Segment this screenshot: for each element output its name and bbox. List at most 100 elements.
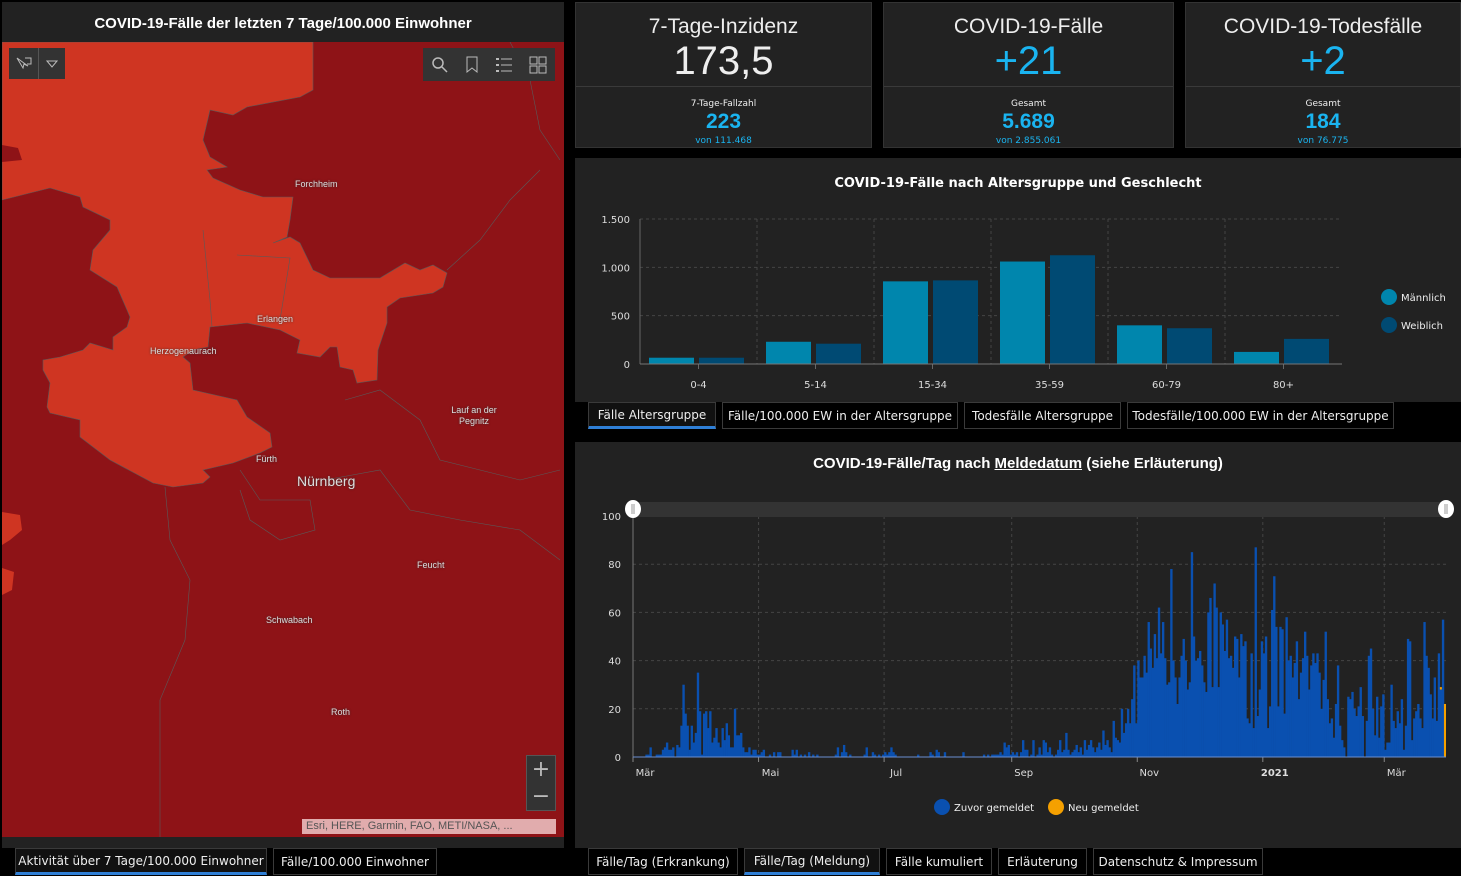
- bar-zuvor-gemeldet: [1100, 749, 1103, 757]
- bar-weiblich-80+: [1284, 338, 1329, 364]
- range-slider-start-handle[interactable]: [625, 500, 641, 518]
- search-icon[interactable]: [431, 56, 449, 74]
- tab-erlaeuterung[interactable]: Erläuterung: [998, 848, 1087, 875]
- bar-weiblich-5-14: [816, 343, 861, 364]
- region-high-incidence: [2, 145, 22, 162]
- bar-zuvor-gemeldet: [877, 754, 881, 757]
- bar-zuvor-gemeldet: [1067, 749, 1070, 757]
- bar-zuvor-gemeldet: [694, 732, 698, 757]
- bar-zuvor-gemeldet: [1077, 752, 1080, 757]
- y-tick-label: 100: [602, 512, 621, 523]
- bar-zuvor-gemeldet: [1417, 703, 1420, 757]
- layer-list-icon[interactable]: [495, 56, 513, 74]
- bar-zuvor-gemeldet: [1174, 677, 1177, 757]
- tab-todesfaelle-100000-altersgruppe[interactable]: Todesfälle/100.000 EW in der Altersgrupp…: [1127, 402, 1394, 429]
- title-text: (siehe Erläuterung): [1082, 455, 1223, 472]
- map-view[interactable]: Forchheim Erlangen Herzogenaurach Lauf a…: [2, 42, 564, 837]
- region-medium-incidence: [2, 42, 448, 488]
- bar-zuvor-gemeldet: [1161, 622, 1165, 757]
- bar-zuvor-gemeldet: [1306, 655, 1309, 757]
- tab-faelle-altersgruppe[interactable]: Fälle Altersgruppe: [588, 402, 716, 429]
- bar-zuvor-gemeldet: [1178, 677, 1181, 757]
- bar-zuvor-gemeldet: [735, 735, 739, 757]
- select-dropdown-button[interactable]: [39, 48, 65, 79]
- meldedatum-link[interactable]: Meldedatum: [994, 455, 1083, 472]
- bar-zuvor-gemeldet: [1382, 694, 1385, 757]
- bar-zuvor-gemeldet: [1441, 619, 1445, 757]
- bar-zuvor-gemeldet: [999, 752, 1002, 757]
- bar-zuvor-gemeldet: [1271, 609, 1274, 757]
- bar-zuvor-gemeldet: [1392, 720, 1395, 757]
- bar-zuvor-gemeldet: [1147, 622, 1150, 757]
- tab-datenschutz[interactable]: Datenschutz & Impressum: [1093, 848, 1263, 875]
- kpi-title: COVID-19-Todesfälle: [1223, 15, 1423, 38]
- zoom-in-button[interactable]: +: [526, 755, 556, 783]
- bar-zuvor-gemeldet: [1143, 655, 1146, 757]
- bar-zuvor-gemeldet: [1087, 744, 1091, 757]
- bar-zuvor-gemeldet: [1046, 752, 1050, 757]
- bar-zuvor-gemeldet: [1155, 658, 1159, 757]
- y-tick-label: 1.000: [601, 263, 630, 274]
- age-chart: COVID-19-Fälle nach Altersgruppe und Ges…: [601, 176, 1445, 391]
- bar-zuvor-gemeldet: [1215, 607, 1218, 757]
- bookmark-icon[interactable]: [465, 56, 479, 74]
- map-toolbar: [423, 48, 555, 81]
- bar-zuvor-gemeldet: [1425, 655, 1428, 757]
- map-canvas[interactable]: [2, 42, 564, 837]
- map-label-feucht: Feucht: [417, 560, 445, 570]
- bar-zuvor-gemeldet: [1094, 752, 1097, 757]
- bar-zuvor-gemeldet: [657, 754, 661, 757]
- basemap-gallery-icon[interactable]: [529, 56, 547, 74]
- select-tool-button[interactable]: [9, 48, 39, 79]
- tab-faelle-100000-altersgruppe[interactable]: Fälle/100.000 EW in der Altersgruppe: [722, 402, 958, 429]
- tab-faelle-tag-erkrankung[interactable]: Fälle/Tag (Erkrankung): [588, 848, 738, 875]
- bar-zuvor-gemeldet: [793, 754, 796, 757]
- bar-zuvor-gemeldet: [931, 754, 934, 757]
- bar-zuvor-gemeldet: [1326, 699, 1329, 757]
- bar-zuvor-gemeldet: [1283, 713, 1286, 757]
- tab-faelle-tag-meldung[interactable]: Fälle/Tag (Meldung): [744, 848, 880, 875]
- bar-zuvor-gemeldet: [1415, 711, 1418, 757]
- bar-zuvor-gemeldet: [1022, 740, 1025, 757]
- tab-aktivitaet[interactable]: Aktivität über 7 Tage/100.000 Einwohner: [15, 848, 267, 875]
- bar-zuvor-gemeldet: [665, 742, 669, 757]
- bar-zuvor-gemeldet: [754, 749, 757, 757]
- bar-zuvor-gemeldet: [1252, 728, 1255, 757]
- bar-zuvor-gemeldet: [1378, 737, 1381, 757]
- x-tick-label: 0-4: [690, 380, 706, 391]
- bar-zuvor-gemeldet: [1413, 718, 1416, 757]
- y-tick-label: 20: [608, 705, 621, 716]
- kpi-sub-label: 7-Tage-Fallzahl: [690, 99, 757, 109]
- bar-zuvor-gemeldet: [1328, 723, 1332, 757]
- legend-label-weiblich: Weiblich: [1401, 321, 1443, 332]
- range-slider-end-handle[interactable]: [1438, 500, 1454, 518]
- y-tick-label: 0: [615, 753, 621, 764]
- bar-zuvor-gemeldet: [1011, 752, 1015, 757]
- bar-zuvor-gemeldet: [680, 725, 683, 757]
- tab-faelle-100000[interactable]: Fälle/100.000 Einwohner: [273, 848, 437, 875]
- bar-zuvor-gemeldet: [1365, 720, 1369, 757]
- bar-zuvor-gemeldet: [799, 754, 803, 757]
- bar-zuvor-gemeldet: [1157, 607, 1161, 757]
- bar-zuvor-gemeldet: [1357, 706, 1360, 757]
- bar-zuvor-gemeldet: [762, 749, 766, 757]
- bar-zuvor-gemeldet: [715, 728, 718, 757]
- region-medium-incidence: [2, 568, 14, 595]
- zoom-out-button[interactable]: −: [526, 782, 556, 811]
- bar-zuvor-gemeldet: [1347, 696, 1350, 757]
- bar-zuvor-gemeldet: [1275, 626, 1278, 757]
- tab-faelle-kumuliert[interactable]: Fälle kumuliert: [886, 848, 992, 875]
- bar-zuvor-gemeldet: [1439, 689, 1443, 757]
- bar-zuvor-gemeldet: [1359, 687, 1362, 757]
- bar-zuvor-gemeldet: [1303, 631, 1307, 757]
- bar-zuvor-gemeldet: [1322, 679, 1325, 757]
- bar-zuvor-gemeldet: [1295, 641, 1299, 757]
- tab-todesfaelle-altersgruppe[interactable]: Todesfälle Altersgruppe: [964, 402, 1121, 429]
- bar-zuvor-gemeldet: [1310, 665, 1313, 757]
- bar-zuvor-gemeldet: [682, 684, 685, 757]
- bar-zuvor-gemeldet: [1199, 650, 1202, 757]
- bar-zuvor-gemeldet: [943, 752, 947, 757]
- bar-zuvor-gemeldet: [993, 754, 996, 757]
- bar-zuvor-gemeldet: [1201, 665, 1204, 757]
- bar-zuvor-gemeldet: [1131, 699, 1134, 757]
